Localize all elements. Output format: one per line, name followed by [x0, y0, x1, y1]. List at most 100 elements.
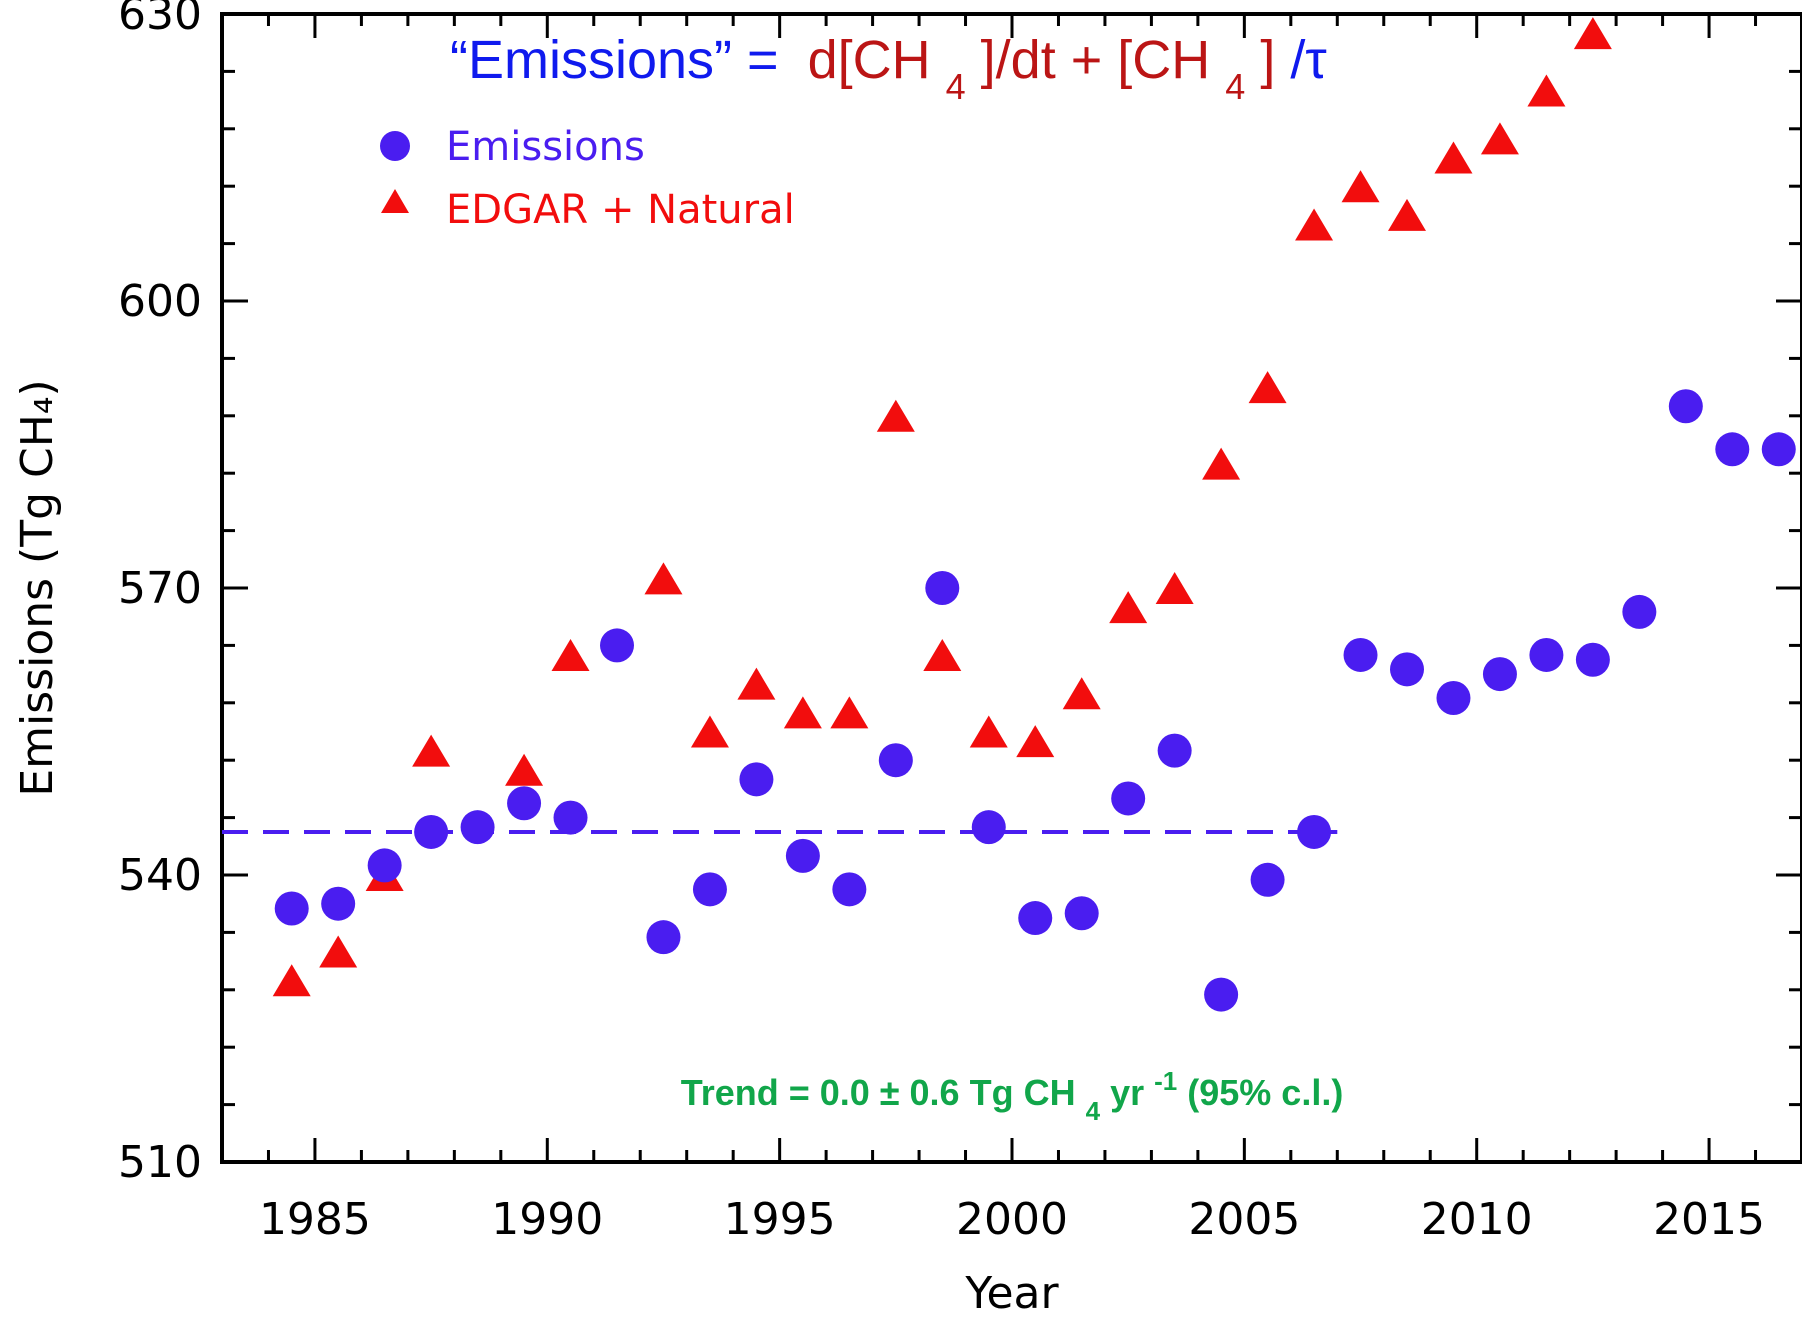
x-tick-label: 1990	[491, 1194, 603, 1245]
trend-text-c: (95% c.l.)	[1187, 1072, 1343, 1113]
formula-subscript-1: 4	[946, 66, 966, 107]
data-point-edgar-natural	[1341, 170, 1380, 203]
y-axis-title: Emissions (Tg CH₄)	[12, 379, 63, 796]
data-point-emissions	[1157, 733, 1192, 768]
legend-triangle-marker	[381, 189, 409, 213]
x-tick-label: 2015	[1653, 1194, 1765, 1245]
x-tick-label: 2010	[1421, 1194, 1533, 1245]
y-tick-label: 570	[118, 563, 202, 614]
data-point-emissions	[553, 800, 588, 835]
data-point-emissions	[274, 891, 309, 926]
data-point-emissions	[1390, 652, 1424, 687]
data-point-edgar-natural	[1527, 74, 1566, 107]
y-tick-label: 510	[118, 1137, 202, 1188]
data-point-emissions	[1204, 977, 1239, 1012]
data-point-edgar-natural	[644, 562, 683, 595]
data-point-emissions	[692, 872, 727, 907]
data-point-edgar-natural	[1016, 725, 1055, 758]
data-point-emissions	[507, 786, 542, 821]
data-point-emissions	[739, 762, 774, 797]
data-point-edgar-natural	[1434, 141, 1473, 174]
legend-circle-marker	[380, 131, 410, 161]
x-tick-label: 1985	[259, 1194, 371, 1245]
formula-emissions-label: “Emissions” =	[450, 30, 779, 90]
y-axis-tick-labels: 510 540 570 600 630	[118, 0, 202, 1188]
data-point-emissions	[1250, 862, 1285, 897]
data-point-edgar-natural	[690, 715, 729, 748]
data-point-emissions	[1715, 432, 1750, 467]
data-point-emissions	[1622, 594, 1657, 629]
data-point-emissions	[1436, 681, 1471, 716]
data-point-emissions	[1018, 901, 1053, 936]
data-point-emissions	[646, 920, 681, 955]
data-point-edgar-natural	[1573, 17, 1612, 50]
data-point-emissions	[367, 848, 402, 883]
data-point-emissions	[1111, 781, 1146, 816]
data-point-emissions	[321, 886, 356, 921]
legend-label-edgar-natural: EDGAR + Natural	[446, 187, 795, 233]
data-point-emissions	[1482, 657, 1517, 692]
data-point-edgar-natural	[783, 696, 822, 729]
data-point-edgar-natural	[319, 935, 358, 968]
data-point-edgar-natural	[1295, 208, 1334, 241]
y-axis-ticks	[222, 12, 1802, 1164]
data-point-emissions	[1761, 432, 1796, 467]
data-point-emissions	[971, 810, 1006, 845]
y-tick-label: 540	[118, 850, 202, 901]
trend-superscript: -1	[1154, 1066, 1177, 1096]
x-axis-ticks	[266, 14, 1758, 1162]
legend-label-emissions: Emissions	[446, 124, 645, 170]
trend-annotation: Trend = 0.0 ± 0.6 Tg CH 4 yr -1 (95% c.l…	[681, 1066, 1344, 1126]
data-point-emissions	[600, 628, 634, 663]
y-tick-label: 630	[118, 0, 202, 40]
formula-annotation: “Emissions” = d[CH 4 ]/dt + [CH 4 ] /τ	[450, 30, 1327, 107]
data-point-edgar-natural	[551, 638, 590, 671]
data-point-edgar-natural	[1202, 447, 1241, 480]
data-point-emissions	[1297, 814, 1332, 849]
x-tick-label: 2000	[956, 1194, 1068, 1245]
trend-text-b: yr	[1110, 1072, 1144, 1113]
data-point-emissions	[832, 872, 867, 907]
trend-text-a: Trend = 0.0 ± 0.6 Tg CH	[681, 1072, 1076, 1113]
data-point-emissions	[414, 814, 449, 849]
data-point-edgar-natural	[830, 696, 869, 729]
x-axis-title: Year	[964, 1268, 1059, 1318]
data-point-emissions	[1064, 896, 1099, 931]
data-point-edgar-natural	[1480, 122, 1519, 155]
data-point-edgar-natural	[876, 399, 915, 432]
data-point-edgar-natural	[1062, 677, 1101, 710]
data-point-edgar-natural	[505, 753, 544, 786]
formula-tau: /τ	[1290, 30, 1326, 90]
data-point-emissions	[1343, 637, 1378, 672]
formula-subscript-2: 4	[1225, 66, 1245, 107]
y-tick-label: 600	[118, 276, 202, 327]
x-tick-label: 2005	[1188, 1194, 1300, 1245]
series-emissions	[274, 389, 1796, 1012]
data-point-emissions	[1529, 637, 1564, 672]
legend: Emissions EDGAR + Natural	[380, 124, 795, 233]
data-point-emissions	[878, 743, 913, 778]
data-point-edgar-natural	[412, 734, 451, 767]
data-point-edgar-natural	[272, 964, 311, 997]
data-point-emissions	[785, 838, 820, 873]
formula-term-a: d[CH	[808, 30, 931, 90]
formula-term-c: ]	[1260, 30, 1275, 90]
x-axis-tick-labels: 1985 1990 1995 2000 2005 2010 2015	[259, 1194, 1765, 1245]
trend-subscript: 4	[1086, 1096, 1101, 1126]
data-point-emissions	[1668, 389, 1703, 424]
data-point-edgar-natural	[1109, 591, 1148, 624]
data-point-emissions	[1575, 642, 1610, 677]
series-edgar-natural	[272, 17, 1612, 997]
data-point-edgar-natural	[969, 715, 1008, 748]
data-point-edgar-natural	[923, 638, 962, 671]
x-tick-label: 1995	[724, 1194, 836, 1245]
data-point-edgar-natural	[1155, 572, 1194, 604]
data-point-edgar-natural	[1248, 371, 1287, 404]
data-point-edgar-natural	[737, 667, 776, 700]
formula-term-b: ]/dt + [CH	[981, 30, 1211, 90]
data-point-emissions	[460, 810, 495, 845]
data-point-emissions	[925, 571, 960, 605]
data-point-edgar-natural	[1388, 198, 1426, 231]
